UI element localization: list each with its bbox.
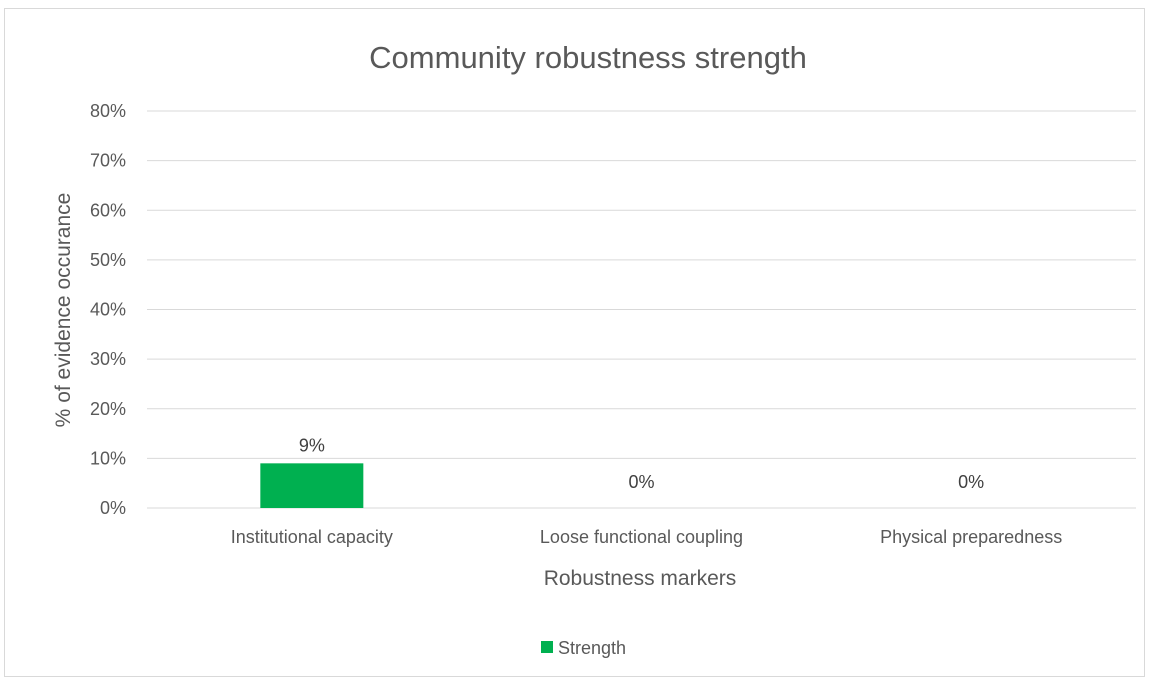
y-axis-ticks: 0% 10% 20% 30% 40% 50% 60% 70% 80% [90, 101, 126, 518]
y-tick-label: 40% [90, 300, 126, 320]
y-tick-label: 30% [90, 349, 126, 369]
x-tick-label: Physical preparedness [880, 527, 1062, 547]
legend-label-strength: Strength [558, 638, 626, 658]
y-tick-label: 10% [90, 448, 126, 468]
y-tick-label: 60% [90, 200, 126, 220]
y-axis-title: % of evidence occurance [52, 193, 75, 428]
x-tick-label: Institutional capacity [231, 527, 393, 547]
data-label: 0% [628, 472, 654, 492]
data-label: 0% [958, 472, 984, 492]
chart-title: Community robustness strength [369, 40, 807, 75]
y-tick-label: 0% [100, 498, 126, 518]
bar [260, 463, 364, 508]
chart-frame [4, 8, 1145, 677]
data-label: 9% [299, 435, 325, 455]
y-tick-label: 80% [90, 101, 126, 121]
gridlines [147, 110, 1136, 509]
legend: Strength [541, 638, 626, 658]
y-tick-label: 50% [90, 250, 126, 270]
legend-swatch-strength [541, 641, 553, 653]
data-labels: 9% 0% 0% [299, 435, 984, 492]
x-axis-ticks: Institutional capacity Loose functional c… [231, 527, 1062, 547]
y-tick-label: 20% [90, 399, 126, 419]
x-axis-title: Robustness markers [544, 567, 737, 590]
y-tick-label: 70% [90, 151, 126, 171]
x-tick-label: Loose functional coupling [540, 527, 743, 547]
bars [260, 463, 364, 508]
